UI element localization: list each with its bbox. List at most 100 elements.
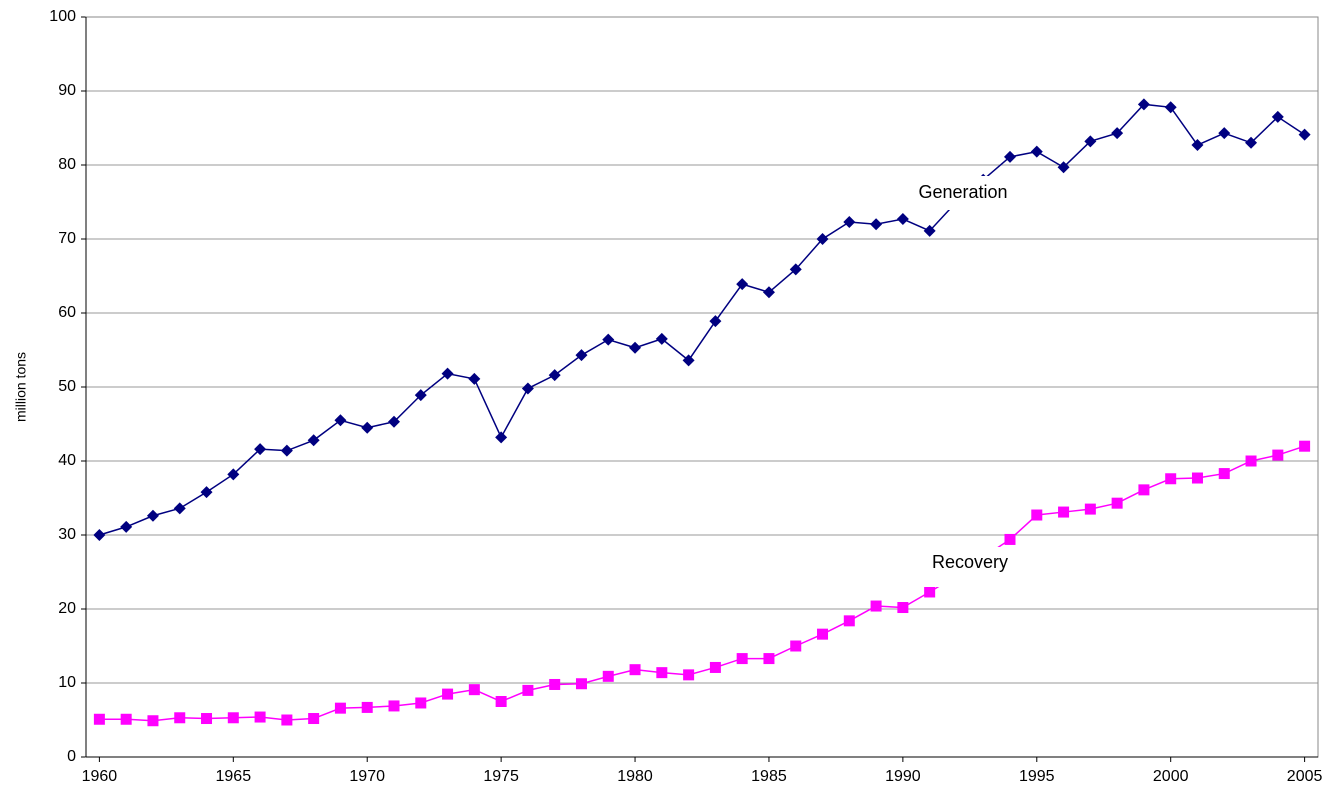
marker: [521, 382, 534, 395]
marker: [655, 332, 668, 345]
x-tick-label: 1970: [349, 768, 385, 785]
y-tick-label: 50: [58, 378, 76, 395]
marker: [1191, 139, 1204, 152]
marker: [495, 431, 508, 444]
marker: [1165, 473, 1177, 485]
marker: [388, 700, 400, 712]
x-tick-label: 1975: [483, 768, 519, 785]
marker: [709, 315, 722, 328]
y-axis-label: million tons: [13, 352, 29, 422]
marker: [1138, 484, 1150, 496]
x-tick-label: 1960: [82, 768, 118, 785]
marker: [1057, 161, 1070, 174]
marker: [575, 349, 588, 362]
marker: [120, 713, 132, 725]
marker: [174, 712, 186, 724]
marker: [923, 224, 936, 237]
y-tick-label: 30: [58, 526, 76, 543]
marker: [200, 486, 213, 499]
marker: [1004, 533, 1016, 545]
marker: [495, 696, 507, 707]
marker: [93, 529, 106, 541]
x-tick-label: 1965: [216, 768, 252, 785]
series-line: [99, 103, 1306, 536]
marker: [896, 213, 909, 226]
marker: [468, 372, 481, 385]
marker: [227, 712, 239, 724]
marker: [361, 701, 373, 713]
series-label: Recovery: [932, 552, 1008, 572]
marker: [146, 509, 159, 522]
y-tick-label: 80: [58, 156, 76, 173]
marker: [762, 286, 775, 299]
marker: [629, 664, 641, 676]
series-line: [99, 445, 1305, 722]
marker: [1004, 150, 1016, 163]
marker: [522, 684, 534, 696]
marker: [334, 702, 346, 714]
marker: [254, 443, 267, 456]
marker: [1164, 101, 1177, 114]
marker: [736, 653, 748, 665]
marker: [1299, 440, 1311, 452]
label-box: [900, 176, 1030, 210]
marker: [1245, 136, 1258, 149]
marker: [843, 215, 856, 228]
marker: [280, 444, 293, 457]
x-tick-label: 2000: [1153, 768, 1189, 785]
y-tick-label: 20: [58, 600, 76, 617]
marker: [763, 653, 775, 665]
y-tick-label: 40: [58, 452, 76, 469]
marker: [1271, 110, 1284, 123]
marker: [1058, 506, 1070, 518]
label-box: [905, 547, 1030, 587]
marker: [361, 421, 374, 434]
marker: [789, 263, 802, 276]
marker: [602, 670, 614, 682]
marker: [414, 389, 427, 402]
marker: [468, 684, 480, 696]
x-tick-label: 1990: [885, 768, 921, 785]
marker: [629, 341, 642, 354]
y-tick-label: 100: [49, 8, 76, 25]
marker: [548, 369, 561, 382]
marker: [334, 414, 347, 427]
marker: [442, 688, 454, 700]
marker: [441, 367, 454, 380]
marker: [1111, 497, 1123, 509]
marker: [843, 615, 855, 627]
marker: [817, 628, 829, 640]
y-tick-label: 10: [58, 674, 76, 691]
marker: [1084, 503, 1096, 515]
marker: [308, 713, 320, 725]
marker: [307, 434, 320, 447]
marker: [1111, 127, 1124, 140]
marker: [1084, 135, 1097, 148]
marker: [1218, 468, 1230, 480]
marker: [656, 667, 668, 679]
marker: [388, 415, 400, 428]
x-tick-label: 1985: [751, 768, 787, 785]
x-tick-label: 1995: [1019, 768, 1055, 785]
y-tick-label: 0: [67, 748, 76, 765]
marker: [415, 697, 427, 709]
marker: [549, 678, 561, 690]
series-label: Generation: [918, 182, 1007, 202]
y-tick-label: 60: [58, 304, 76, 321]
marker: [924, 586, 936, 598]
marker: [1245, 455, 1257, 467]
marker: [870, 600, 882, 612]
y-tick-label: 70: [58, 230, 76, 247]
marker: [1031, 509, 1043, 521]
marker: [1218, 127, 1231, 140]
marker: [147, 715, 159, 727]
marker: [1030, 145, 1043, 158]
marker: [173, 502, 186, 515]
marker: [1272, 449, 1284, 461]
marker: [1191, 472, 1203, 484]
marker: [683, 669, 695, 681]
marker: [93, 713, 105, 725]
marker: [1298, 128, 1311, 141]
marker: [1137, 98, 1150, 111]
marker: [736, 278, 749, 291]
